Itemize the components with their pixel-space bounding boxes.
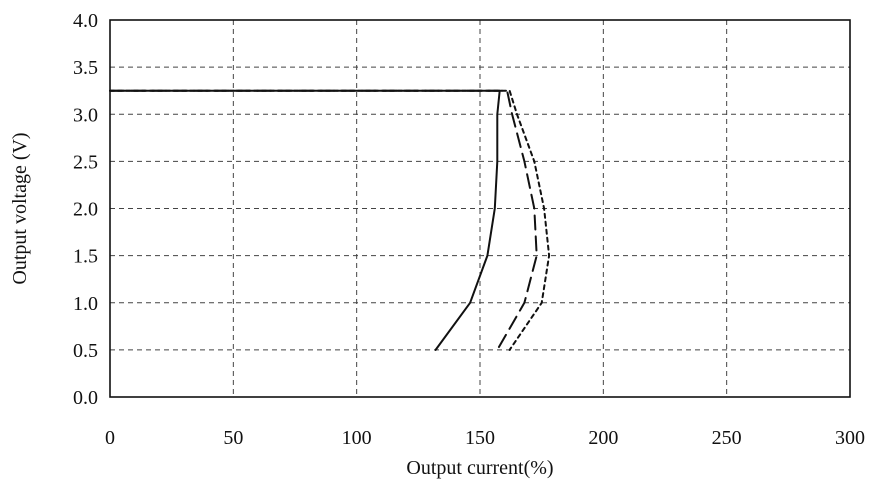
series-line-dashed <box>109 89 538 351</box>
grid-lines <box>110 20 850 397</box>
y-axis-ticks: 0.0 0.5 1.0 1.5 2.0 2.5 3.0 3.5 4.0 <box>73 10 98 409</box>
x-axis-ticks: 0 50 100 150 200 250 300 <box>105 427 865 449</box>
plot-frame <box>109 19 851 398</box>
y-tick-label: 3.0 <box>73 104 98 126</box>
x-tick-label: 50 <box>223 427 243 449</box>
x-axis-label: Output current(%) <box>406 457 553 479</box>
x-tick-label: 200 <box>588 427 618 449</box>
y-tick-label: 2.5 <box>73 151 98 173</box>
y-tick-label: 1.0 <box>73 293 98 315</box>
series-line-dotted <box>109 89 551 351</box>
x-tick-label: 150 <box>465 427 495 449</box>
y-axis-label: Output voltage (V) <box>9 132 31 284</box>
y-tick-label: 1.5 <box>73 246 98 268</box>
y-tick-label: 0.0 <box>73 387 98 409</box>
y-tick-label: 0.5 <box>73 340 98 362</box>
x-tick-label: 300 <box>835 427 865 449</box>
series-line-solid <box>109 89 501 351</box>
x-tick-label: 0 <box>105 427 115 449</box>
y-tick-label: 3.5 <box>73 57 98 79</box>
y-tick-label: 4.0 <box>73 10 98 32</box>
plot-series <box>109 89 551 351</box>
x-tick-label: 100 <box>342 427 372 449</box>
x-tick-label: 250 <box>712 427 742 449</box>
y-tick-label: 2.0 <box>73 199 98 221</box>
